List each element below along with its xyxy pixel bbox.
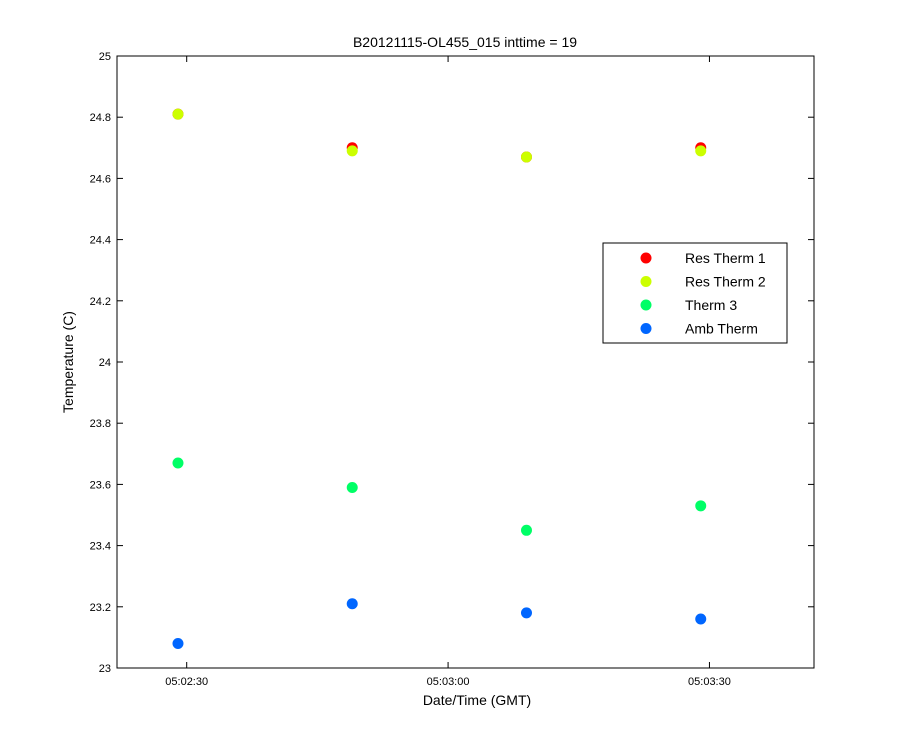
y-tick-label: 23.2	[90, 602, 111, 614]
point-res-therm-2	[346, 145, 358, 157]
x-tick-label: 05:03:00	[427, 676, 470, 688]
y-tick-label: 24.6	[90, 173, 111, 185]
point-amb-therm	[346, 598, 358, 610]
point-therm-3	[172, 457, 184, 469]
x-tick-label: 05:02:30	[165, 676, 208, 688]
point-therm-3	[346, 481, 358, 493]
point-res-therm-2	[695, 145, 707, 157]
legend-marker-res-therm-1	[640, 252, 652, 264]
y-tick-label: 24.4	[90, 235, 111, 247]
y-tick-label: 24.8	[90, 112, 111, 124]
y-tick-label: 25	[99, 51, 111, 63]
y-tick-label: 23.4	[90, 541, 111, 553]
x-tick-label: 05:03:30	[688, 676, 731, 688]
legend-box	[602, 242, 788, 344]
point-therm-3	[520, 524, 532, 536]
data-points	[172, 108, 707, 650]
legend-marker-amb-therm	[640, 323, 652, 334]
legend-marker-therm-3	[640, 299, 652, 311]
y-tick-label: 24.2	[90, 296, 111, 308]
legend: Res Therm 1 Res Therm 2 Therm 3 Amb Therm	[602, 242, 788, 344]
legend-label-amb-therm: Amb Therm	[685, 321, 758, 337]
y-axis-label: Temperature (C)	[60, 311, 76, 413]
y-tick-label: 23	[99, 663, 111, 675]
legend-label-therm-3: Therm 3	[685, 297, 737, 313]
point-amb-therm	[520, 607, 532, 619]
point-amb-therm	[172, 638, 184, 650]
y-tick-label: 23.6	[90, 479, 111, 491]
legend-label-res-therm-2: Res Therm 2	[685, 274, 766, 290]
legend-label-res-therm-1: Res Therm 1	[685, 250, 766, 266]
y-tick-label: 23.8	[90, 418, 111, 430]
point-therm-3	[695, 500, 707, 512]
legend-marker-res-therm-2	[640, 276, 652, 287]
point-res-therm-2	[520, 151, 532, 163]
point-amb-therm	[695, 613, 707, 625]
x-axis: 05:02:30 05:03:00 05:03:30	[165, 56, 731, 688]
x-axis-label: Date/Time (GMT)	[423, 692, 531, 708]
point-res-therm-2	[172, 108, 184, 120]
plot-area	[116, 55, 815, 669]
chart-title: B20121115-OL455_015 inttime = 19	[353, 34, 577, 50]
y-axis: 23 23.2 23.4 23.6 23.8 24 24.2 24.4 24.6 24.8 25	[90, 51, 814, 675]
y-tick-label: 24	[99, 357, 111, 369]
